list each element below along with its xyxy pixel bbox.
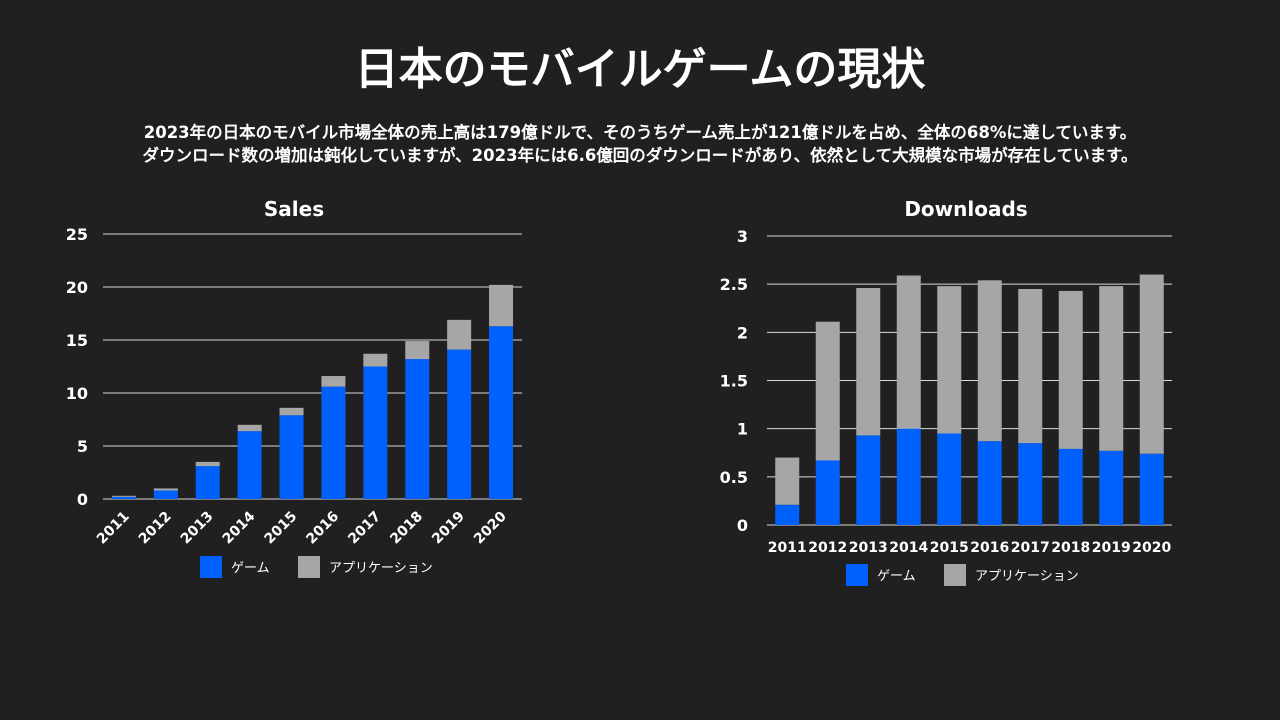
sales-ytick-label: 5 — [77, 437, 88, 456]
sales-xtick-label: 2012 — [136, 509, 175, 548]
sales-bar-game — [153, 490, 178, 499]
downloads-xtick-label: 2018 — [1051, 540, 1090, 556]
sales-xtick-label: 2014 — [220, 508, 259, 547]
downloads-bar-app — [1058, 290, 1083, 449]
sales-legend-swatch-game — [200, 556, 222, 578]
downloads-bar-game — [937, 433, 962, 525]
downloads-ytick-label: 0.5 — [720, 468, 748, 487]
downloads-ytick-label: 2.5 — [720, 275, 748, 294]
sales-bar-game — [447, 349, 472, 499]
downloads-bar-app — [856, 288, 881, 436]
sales-chart-title: Sales — [264, 197, 324, 221]
sales-bar-app — [447, 319, 472, 350]
sales-bar-app — [363, 353, 388, 367]
sales-xtick-label: 2013 — [178, 509, 217, 548]
slide-title: 日本のモバイルゲームの現状 — [354, 44, 926, 95]
sales-bar-game — [111, 496, 136, 499]
downloads-bar-game — [1099, 450, 1124, 525]
sales-bar-app — [153, 488, 178, 491]
sales-ytick-label: 20 — [66, 278, 88, 297]
downloads-bar-app — [977, 280, 1002, 442]
downloads-ytick-label: 2 — [737, 323, 748, 342]
downloads-ytick-label: 1.5 — [720, 372, 748, 391]
downloads-legend-label: ゲーム — [877, 569, 916, 584]
downloads-bar-game — [1058, 448, 1083, 525]
downloads-bar-app — [1139, 274, 1164, 454]
sales-bar-app — [195, 461, 220, 467]
downloads-bar-app — [896, 275, 921, 429]
downloads-ytick-label: 0 — [737, 516, 748, 535]
sales-ytick-label: 25 — [66, 225, 88, 244]
sales-bar-game — [405, 359, 430, 499]
sales-bar-app — [321, 376, 346, 387]
sales-bar-game — [279, 415, 304, 499]
sales-ytick-label: 10 — [66, 384, 88, 403]
downloads-xtick-label: 2020 — [1132, 540, 1171, 556]
sales-bar-app — [489, 284, 514, 327]
downloads-bar-game — [815, 460, 840, 525]
downloads-bar-game — [1139, 453, 1164, 525]
sales-xtick-label: 2015 — [262, 509, 301, 548]
description-line-1: 2023年の日本のモバイル市場全体の売上高は179億ドルで、そのうちゲーム売上が… — [143, 123, 1137, 142]
sales-ytick-label: 0 — [77, 490, 88, 509]
downloads-bar-game — [1018, 443, 1043, 525]
downloads-legend-label: アプリケーション — [975, 569, 1079, 584]
downloads-legend-swatch-game — [846, 564, 868, 586]
sales-bar-game — [321, 386, 346, 499]
sales-xtick-label: 2020 — [471, 508, 510, 547]
downloads-xtick-label: 2014 — [889, 540, 928, 556]
description-line-2: ダウンロード数の増加は鈍化していますが、2023年には6.6億回のダウンロードが… — [142, 146, 1138, 165]
downloads-bar-game — [775, 504, 800, 525]
sales-bar-app — [279, 407, 304, 416]
sales-bar-app — [237, 424, 262, 432]
downloads-xtick-label: 2015 — [930, 540, 969, 556]
downloads-bar-app — [815, 321, 840, 461]
sales-bar-game — [195, 466, 220, 499]
sales-xtick-label: 2016 — [303, 509, 342, 548]
downloads-bar-app — [775, 457, 800, 505]
downloads-bar-game — [856, 435, 881, 525]
sales-bar-game — [489, 326, 514, 499]
downloads-legend-swatch-app — [944, 564, 966, 586]
sales-bar-app — [111, 495, 136, 497]
sales-legend-swatch-app — [298, 556, 320, 578]
sales-xtick-label: 2018 — [387, 509, 426, 548]
downloads-xtick-label: 2012 — [808, 540, 847, 556]
downloads-xtick-label: 2013 — [849, 540, 888, 556]
sales-xtick-label: 2017 — [345, 509, 384, 548]
downloads-bar-app — [1099, 286, 1124, 451]
downloads-bar-app — [937, 286, 962, 434]
sales-ytick-label: 15 — [66, 331, 88, 350]
sales-bar-game — [237, 431, 262, 499]
downloads-chart-title: Downloads — [904, 197, 1027, 221]
sales-bar-app — [405, 341, 430, 360]
downloads-bar-app — [1018, 288, 1043, 444]
sales-legend-label: アプリケーション — [329, 561, 433, 576]
sales-xtick-label: 2011 — [94, 509, 133, 548]
sales-legend-label: ゲーム — [231, 561, 270, 576]
downloads-ytick-label: 1 — [737, 420, 748, 439]
slide-description: 2023年の日本のモバイル市場全体の売上高は179億ドルで、そのうちゲーム売上が… — [40, 121, 1240, 167]
sales-xtick-label: 2019 — [429, 509, 468, 548]
downloads-ytick-label: 3 — [737, 227, 748, 246]
downloads-xtick-label: 2016 — [970, 540, 1009, 556]
downloads-bar-game — [896, 428, 921, 525]
downloads-xtick-label: 2011 — [768, 540, 807, 556]
downloads-bar-game — [977, 441, 1002, 525]
sales-bar-game — [363, 366, 388, 499]
downloads-xtick-label: 2019 — [1092, 540, 1131, 556]
downloads-xtick-label: 2017 — [1011, 540, 1050, 556]
